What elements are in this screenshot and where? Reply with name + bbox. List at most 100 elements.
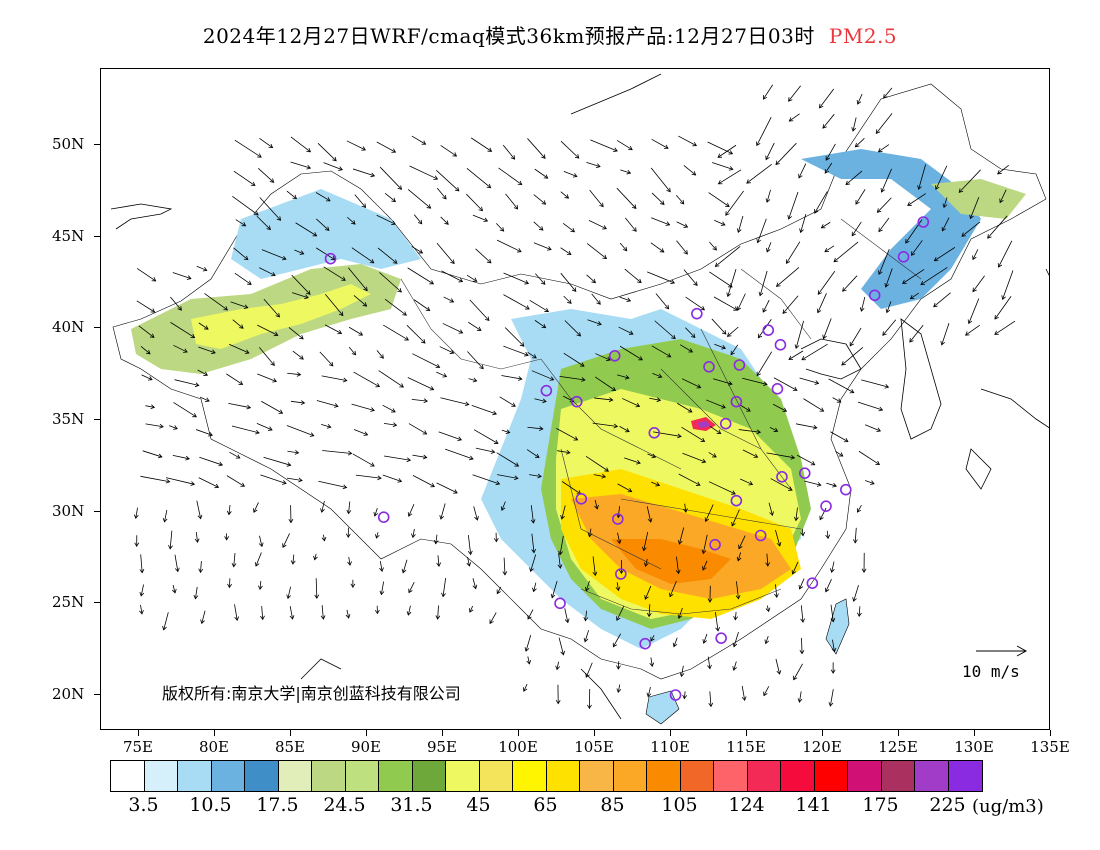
wind-arrow-head: [683, 223, 689, 228]
wind-arrow-head: [677, 433, 682, 439]
wind-arrow-shaft: [551, 580, 558, 598]
wind-arrow-shaft: [323, 266, 346, 281]
wind-arrow-head: [712, 453, 717, 458]
wind-arrow-head: [214, 483, 220, 489]
wind-arrow-head: [514, 462, 520, 467]
wind-arrow-head: [584, 586, 590, 592]
wind-arrow-shaft: [173, 402, 197, 418]
wind-arrow-head: [278, 409, 284, 414]
wind-arrow-shaft: [261, 606, 264, 620]
wind-arrow-head: [788, 117, 794, 122]
wind-arrow-shaft: [1002, 270, 1014, 300]
wind-arrow-shaft: [321, 500, 325, 513]
wind-arrow-shaft: [738, 429, 761, 433]
colorbar-label: 45: [466, 794, 491, 816]
wind-arrow-head: [878, 406, 884, 412]
x-tick-label: 115E: [726, 738, 766, 756]
wind-arrow-head: [738, 544, 743, 550]
wind-arrow-shaft: [258, 167, 274, 183]
wind-arrow-shaft: [533, 221, 544, 231]
wind-arrow-shaft: [164, 509, 168, 522]
wind-arrow-shaft: [226, 373, 243, 385]
colorbar-label: 225: [929, 794, 966, 816]
colorbar-cell: [714, 761, 748, 791]
wind-arrow-shaft: [617, 506, 621, 518]
wind-arrow-shaft: [647, 686, 651, 697]
wind-arrow-shaft: [766, 605, 770, 612]
wind-arrow-shaft: [199, 456, 223, 466]
wind-arrow-head: [404, 336, 410, 341]
wind-arrow-head: [406, 457, 412, 463]
wind-arrow-head: [426, 204, 432, 209]
y-tick-label: 45N: [52, 226, 85, 245]
vector-legend-label: 10 m/s: [962, 662, 1020, 681]
wind-arrow-head: [139, 591, 145, 597]
wind-arrow-shaft: [737, 215, 744, 233]
wind-arrow-shaft: [530, 505, 534, 524]
wind-arrow-shaft: [801, 637, 803, 654]
wind-arrow-shaft: [140, 346, 151, 355]
wind-arrow-head: [735, 594, 741, 600]
wind-arrow-shaft: [711, 162, 733, 170]
wind-arrow-head: [830, 669, 836, 674]
wind-arrow-shaft: [501, 501, 506, 511]
y-tick-mark: [94, 510, 100, 512]
wind-arrow-shaft: [530, 554, 537, 572]
wind-arrow-shaft: [353, 295, 367, 307]
wind-arrow-head: [257, 153, 262, 158]
y-tick-mark: [94, 419, 100, 420]
wind-arrow-shaft: [376, 350, 384, 359]
wind-arrow-head: [736, 556, 742, 562]
colorbar-cell: [412, 761, 446, 791]
wind-arrow-head: [534, 453, 540, 458]
wind-arrow-head: [269, 178, 275, 183]
wind-arrow-shaft: [441, 270, 463, 283]
wind-arrow-shaft: [651, 345, 671, 358]
wind-arrow-head: [243, 304, 249, 310]
wind-arrow-shaft: [525, 635, 532, 652]
wind-arrow-head: [964, 331, 970, 336]
wind-arrow-head: [257, 585, 263, 591]
wind-arrow-shaft: [965, 324, 981, 336]
wind-arrow-shaft: [289, 606, 293, 620]
wind-arrow-head: [133, 514, 139, 519]
wind-arrow-shaft: [765, 635, 769, 644]
wind-arrow-shaft: [559, 375, 585, 381]
wind-arrow-shaft: [467, 351, 484, 370]
wind-arrow-head: [861, 568, 867, 573]
wind-arrow-shaft: [649, 397, 661, 401]
wind-arrow-shaft: [678, 135, 697, 146]
wind-arrow-head: [543, 174, 549, 179]
wind-arrow-head: [374, 609, 380, 615]
wind-arrow-head: [379, 354, 384, 359]
wind-arrow-shaft: [198, 477, 219, 488]
wind-arrow-head: [576, 331, 582, 337]
wind-arrow-shaft: [731, 509, 740, 527]
wind-arrow-shaft: [163, 612, 169, 630]
wind-arrow-shaft: [475, 447, 495, 453]
wind-arrow-head: [636, 459, 641, 465]
wind-arrow-head: [312, 232, 318, 237]
wind-arrow-shaft: [651, 217, 670, 226]
wind-arrow-shaft: [619, 242, 628, 251]
colorbar-label: 24.5: [323, 794, 366, 816]
wind-arrow-shaft: [857, 93, 863, 105]
wind-arrow-shaft: [352, 168, 375, 177]
wind-arrow-head: [602, 225, 607, 230]
wind-arrow-shaft: [835, 450, 844, 457]
wind-arrow-shaft: [286, 190, 297, 199]
wind-arrow-head: [190, 333, 196, 338]
wind-arrow-shaft: [651, 192, 665, 205]
wind-arrow-shaft: [436, 170, 460, 192]
wind-arrow-head: [691, 171, 697, 176]
y-tick-label: 30N: [52, 501, 85, 520]
wind-arrow-shaft: [853, 585, 859, 602]
wind-arrow-head: [422, 454, 428, 460]
monitoring-site-marker: [691, 307, 703, 320]
wind-arrow-head: [449, 298, 455, 303]
wind-arrow-head: [134, 542, 140, 547]
wind-arrow-head: [756, 141, 761, 147]
monitoring-site-marker: [719, 417, 732, 430]
wind-arrow-head: [687, 408, 693, 413]
wind-arrow-head: [856, 100, 862, 105]
